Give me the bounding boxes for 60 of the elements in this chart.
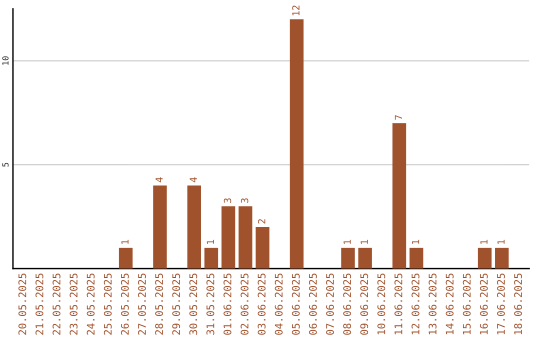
data-label: 1 [480,240,488,244]
x-tick-label: 02.06.2025 [240,274,248,335]
x-tick-label: 16.06.2025 [480,274,488,334]
x-tick-label: 25.05.2025 [104,274,112,335]
x-tick-label: 26.05.2025 [120,274,129,335]
x-tick-label: 08.06.2025 [343,274,352,335]
x-tick-label: 01.06.2025 [224,274,232,335]
bar [495,248,509,269]
data-label: 1 [121,240,128,244]
bar [256,227,270,269]
x-tick-label: 23.05.2025 [70,274,78,335]
x-tick-label: 18.06.2025 [514,274,522,334]
bar [392,123,406,269]
data-label: 1 [360,240,368,244]
x-tick-label: 03.06.2025 [258,274,266,335]
x-tick-label: 06.06.2025 [308,274,317,335]
data-label: 3 [224,198,232,203]
bar [358,248,372,269]
x-tick-label: 13.06.2025 [428,274,437,334]
bar [222,206,236,269]
data-label: 1 [497,240,505,244]
x-tick-label: 04.06.2025 [274,274,283,335]
data-label: 12 [292,6,300,16]
x-tick-label: 22.05.2025 [52,274,60,335]
bar [187,185,201,269]
bar [478,248,492,269]
x-tick-label: 07.06.2025 [326,274,334,335]
x-tick-label: 20.05.2025 [18,274,26,335]
data-label: 1 [344,240,351,244]
data-label: 7 [394,115,402,120]
data-label: 4 [156,177,163,182]
x-tick-label: 15.06.2025 [462,274,471,334]
bar [410,248,424,269]
x-tick-label: 29.05.2025 [172,274,180,335]
bar [341,248,355,269]
data-label: 1 [412,240,420,244]
x-tick-label: 27.05.2025 [138,274,146,335]
data-label: 2 [258,219,266,224]
data-label: 3 [240,198,248,203]
x-tick-label: 31.05.2025 [206,274,214,335]
data-label: 4 [190,177,197,182]
bar [153,185,167,269]
bar [238,206,252,269]
x-tick-label: 17.06.2025 [497,274,505,334]
bar [290,19,304,269]
y-tick-label: 5 [2,162,9,167]
x-tick-label: 10.06.2025 [377,274,386,334]
x-tick-label: 05.06.2025 [292,274,300,335]
x-tick-label: 14.06.2025 [446,274,454,334]
y-tick-label: 10 [2,56,9,65]
x-tick-label: 12.06.2025 [412,274,420,334]
data-label: 1 [206,240,214,244]
x-tick-label: 24.05.2025 [86,274,95,335]
bar [204,248,218,269]
x-tick-label: 09.06.2025 [360,274,368,335]
x-tick-label: 30.05.2025 [189,274,198,335]
x-tick-label: 21.05.2025 [35,274,44,335]
x-tick-label: 28.05.2025 [155,274,164,335]
bar [118,248,133,269]
x-tick-label: 11.06.2025 [394,274,402,334]
